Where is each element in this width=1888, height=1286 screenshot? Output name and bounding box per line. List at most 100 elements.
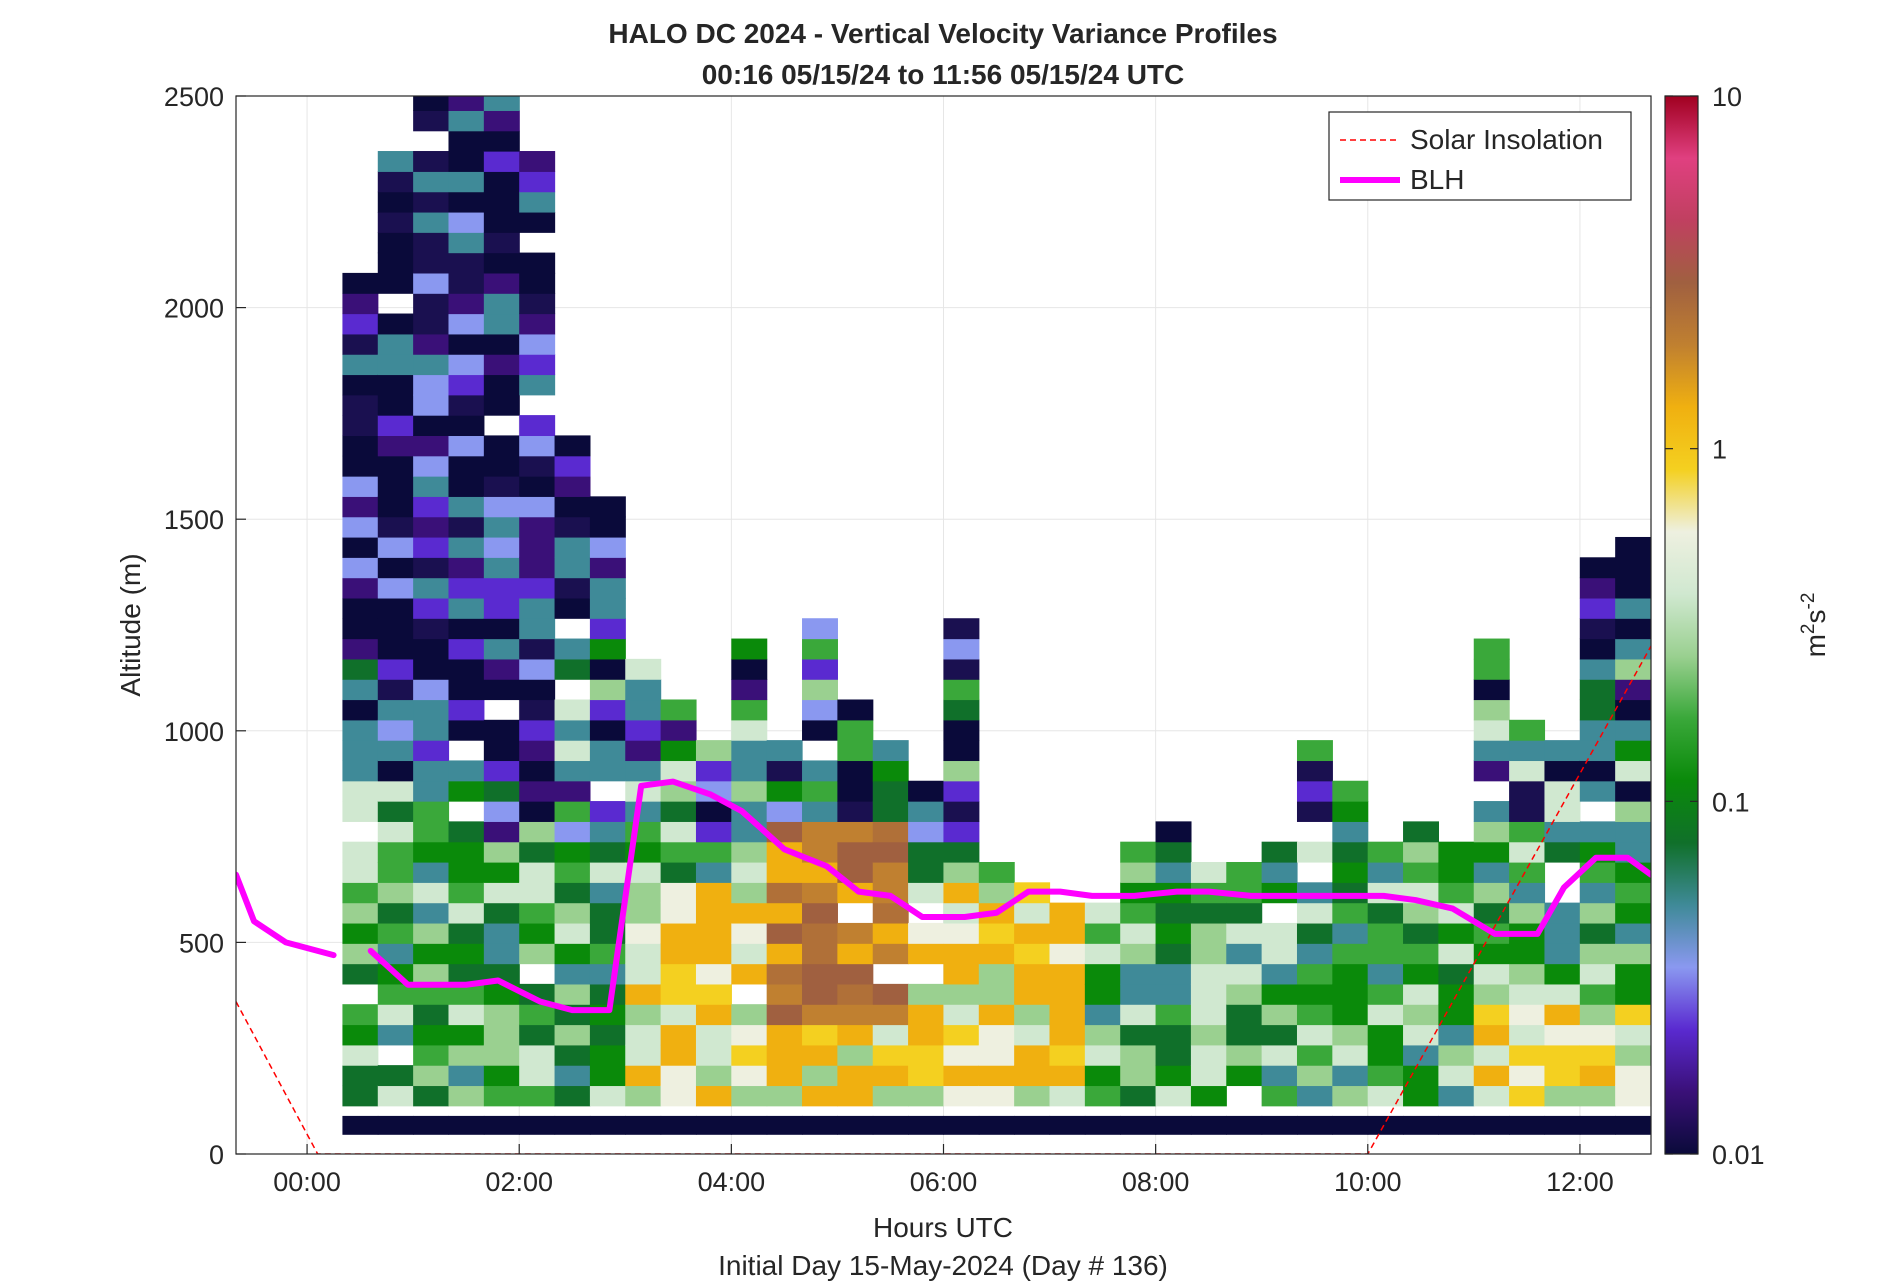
heatmap-cell [413, 171, 450, 193]
heatmap-cell [695, 1065, 732, 1087]
heatmap-cell [413, 943, 450, 965]
heatmap-cell [731, 1115, 768, 1135]
heatmap-cell [1261, 841, 1298, 863]
heatmap-cell [342, 1085, 379, 1107]
heatmap-cell [837, 740, 874, 762]
heatmap-cell [1155, 943, 1192, 965]
heatmap-cell [589, 902, 626, 924]
heatmap-cell [342, 658, 379, 680]
heatmap-cell [766, 760, 803, 782]
heatmap-cell [342, 963, 379, 985]
heatmap-cell [413, 861, 450, 883]
heatmap-cell [943, 658, 980, 680]
heatmap-cell [1615, 536, 1651, 558]
heatmap-cell [731, 679, 768, 701]
heatmap-cell [943, 841, 980, 863]
heatmap-cell [660, 963, 697, 985]
heatmap-cell [872, 1085, 909, 1107]
heatmap-cell [342, 374, 379, 396]
heatmap-cell [802, 983, 838, 1005]
heatmap-cell [943, 922, 980, 944]
heatmap-cell [413, 699, 450, 721]
heatmap-cell [978, 1024, 1015, 1046]
heatmap-cell [483, 1004, 520, 1026]
heatmap-cell [483, 151, 520, 172]
heatmap-cell [1014, 963, 1051, 985]
heatmap-cell [377, 841, 414, 863]
heatmap-cell [943, 943, 980, 965]
heatmap-cell [413, 557, 450, 579]
heatmap-cell [908, 861, 945, 883]
heatmap-cell [1155, 1065, 1192, 1087]
heatmap-cell [695, 1085, 732, 1107]
heatmap-cell [766, 801, 803, 822]
heatmap-cell [1226, 1044, 1263, 1066]
heatmap-cell [1544, 760, 1581, 782]
heatmap-cell [1473, 1085, 1510, 1107]
heatmap-cell [1120, 861, 1157, 883]
heatmap-cell [1155, 1085, 1192, 1107]
heatmap-cell [802, 943, 838, 965]
heatmap-cell [377, 638, 414, 660]
heatmap-cell [1509, 760, 1546, 782]
heatmap-cell [1261, 1065, 1298, 1087]
heatmap-cell [342, 922, 379, 944]
heatmap-cell [731, 902, 768, 924]
heatmap-cell [483, 516, 520, 538]
heatmap-cell [1403, 963, 1439, 985]
heatmap-cell [1155, 1115, 1192, 1135]
heatmap-cell [1509, 983, 1546, 1005]
colorbar [1665, 96, 1698, 1154]
heatmap-cell [802, 1065, 838, 1087]
heatmap-cell [625, 658, 662, 680]
heatmap-cell [1190, 1044, 1227, 1066]
heatmap-cell [943, 963, 980, 985]
heatmap-cell [1473, 1004, 1510, 1026]
heatmap-cell [872, 983, 909, 1005]
heatmap-cell [695, 760, 732, 782]
heatmap-cell [1296, 1024, 1333, 1046]
heatmap-cell [1084, 1065, 1121, 1087]
heatmap-cell [483, 679, 520, 701]
heatmap-cell [1473, 1044, 1510, 1066]
heatmap-cell [483, 618, 520, 640]
heatmap-cell [695, 1044, 732, 1066]
heatmap-cell [1155, 1044, 1192, 1066]
x-tick-label: 04:00 [698, 1167, 766, 1197]
heatmap-cell [695, 983, 732, 1005]
heatmap-cell [1579, 963, 1616, 985]
heatmap-cell [943, 1085, 980, 1107]
heatmap-cell [1544, 1065, 1581, 1087]
heatmap-cell [448, 252, 485, 274]
heatmap-cell [448, 96, 485, 111]
heatmap-cell [1120, 1085, 1157, 1107]
heatmap-cell [802, 922, 838, 944]
heatmap-cell [483, 354, 520, 376]
heatmap-cell [908, 821, 945, 843]
heatmap-cell [766, 1115, 803, 1135]
heatmap-cell [766, 1085, 803, 1107]
heatmap-cell [483, 557, 520, 579]
heatmap-cell [1509, 943, 1546, 965]
heatmap-cell [1014, 1004, 1051, 1026]
heatmap-cell [1438, 1065, 1475, 1087]
heatmap-cell [978, 861, 1015, 883]
heatmap-cell [483, 333, 520, 355]
heatmap-cell [766, 943, 803, 965]
legend: Solar Insolation BLH [1328, 111, 1632, 201]
heatmap-cell [1579, 1065, 1616, 1087]
heatmap-cell [377, 313, 414, 335]
heatmap-cell [625, 861, 662, 883]
y-tick-label: 2000 [164, 294, 224, 324]
heatmap-cell [1615, 740, 1651, 762]
heatmap-cell [377, 394, 414, 416]
heatmap-cell [837, 760, 874, 782]
heatmap-cell [413, 293, 450, 315]
heatmap-cell [342, 293, 379, 315]
heatmap-cell [377, 191, 414, 213]
heatmap-cell [1261, 1085, 1298, 1107]
heatmap-cell [519, 211, 556, 233]
heatmap-cell [625, 943, 662, 965]
heatmap-cell [342, 760, 379, 782]
heatmap-cell [1332, 841, 1369, 863]
